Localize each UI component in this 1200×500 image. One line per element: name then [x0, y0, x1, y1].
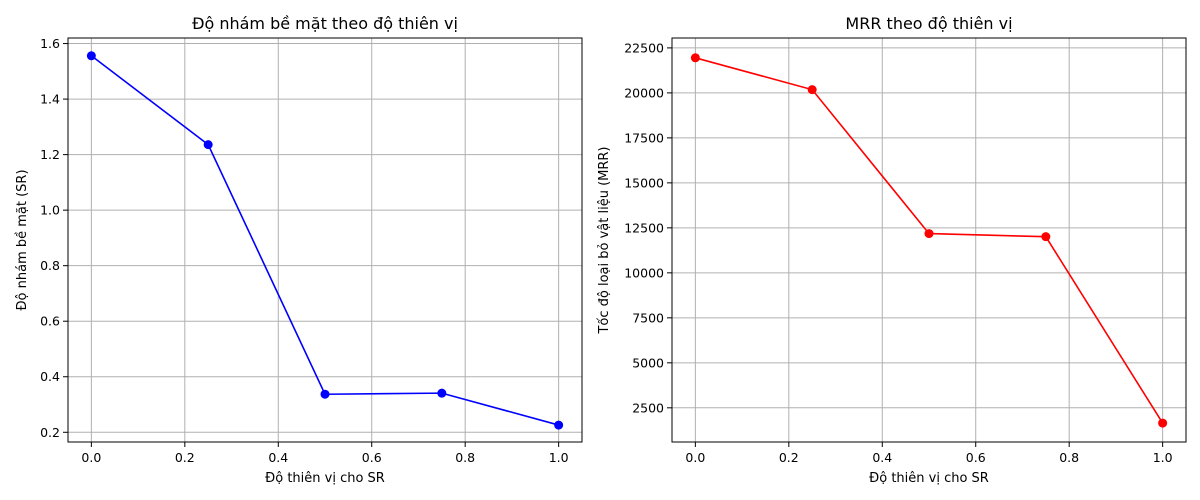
y-tick-label: 0.8	[40, 258, 60, 273]
y-tick-label: 1.0	[40, 203, 60, 218]
chart-title: Độ nhám bề mặt theo độ thiên vị	[192, 14, 458, 33]
y-axis-label: Độ nhám bề mặt (SR)	[15, 169, 30, 310]
y-tick-label: 0.4	[40, 369, 60, 384]
ticks: 0.0 0.2 0.4 0.6 0.8 1.0 2500 5000 7500 10000 12500…	[624, 40, 1172, 465]
x-tick-label: 0.2	[779, 450, 799, 465]
y-tick-label: 22500	[624, 40, 664, 55]
x-tick-label: 0.8	[455, 450, 475, 465]
series-layer	[690, 53, 1168, 428]
data-point	[320, 389, 330, 399]
plot-frame	[671, 37, 1187, 443]
data-point	[437, 388, 447, 398]
x-tick-label: 1.0	[549, 450, 569, 465]
data-point	[1158, 418, 1168, 428]
y-tick-label: 12500	[624, 220, 664, 235]
x-axis-label: Độ thiên vị cho SR	[265, 471, 385, 486]
x-tick-label: 0.4	[872, 450, 892, 465]
series-layer	[86, 51, 564, 430]
y-tick-label: 20000	[624, 85, 664, 100]
data-point	[924, 229, 934, 239]
data-point	[1041, 232, 1051, 242]
grid	[68, 38, 582, 442]
y-tick-label: 10000	[624, 265, 664, 280]
y-tick-label: 0.2	[40, 425, 60, 440]
x-tick-label: 0.4	[268, 450, 288, 465]
chart-mrr: 0.0 0.2 0.4 0.6 0.8 1.0 2500 5000 7500 10000 12500…	[597, 14, 1187, 486]
y-axis-label: Tốc độ loại bỏ vật liệu (MRR)	[597, 146, 612, 334]
y-tick-label: 7500	[632, 310, 664, 325]
y-tick-label: 1.4	[40, 92, 60, 107]
y-tick-label: 17500	[624, 130, 664, 145]
grid	[672, 38, 1186, 442]
x-tick-label: 0.6	[966, 450, 986, 465]
plot-frame	[67, 37, 583, 443]
series-line	[695, 57, 1164, 424]
x-tick-label: 0.2	[175, 450, 195, 465]
y-tick-label: 0.6	[40, 314, 60, 329]
data-point	[690, 53, 700, 63]
y-tick-label: 1.2	[40, 147, 60, 162]
chart-surface-roughness: 0.0 0.2 0.4 0.6 0.8 1.0 0.2 0.4 0.6 0.8 1.0 1.2 1.4 1…	[15, 14, 583, 486]
data-point	[203, 140, 213, 150]
x-tick-label: 0.0	[81, 450, 101, 465]
data-point	[807, 85, 817, 95]
data-point	[86, 51, 96, 61]
x-tick-label: 0.6	[362, 450, 382, 465]
chart-title: MRR theo độ thiên vị	[845, 14, 1012, 33]
data-point	[554, 420, 564, 430]
x-tick-label: 0.0	[685, 450, 705, 465]
y-tick-label: 2500	[632, 400, 664, 415]
series-line	[90, 55, 559, 426]
x-axis-label: Độ thiên vị cho SR	[869, 471, 989, 486]
x-tick-label: 0.8	[1059, 450, 1079, 465]
x-tick-label: 1.0	[1153, 450, 1173, 465]
y-tick-label: 1.6	[40, 36, 60, 51]
y-tick-label: 5000	[632, 355, 664, 370]
y-tick-label: 15000	[624, 175, 664, 190]
ticks: 0.0 0.2 0.4 0.6 0.8 1.0 0.2 0.4 0.6 0.8 1.0 1.2 1.4 1…	[40, 36, 569, 465]
